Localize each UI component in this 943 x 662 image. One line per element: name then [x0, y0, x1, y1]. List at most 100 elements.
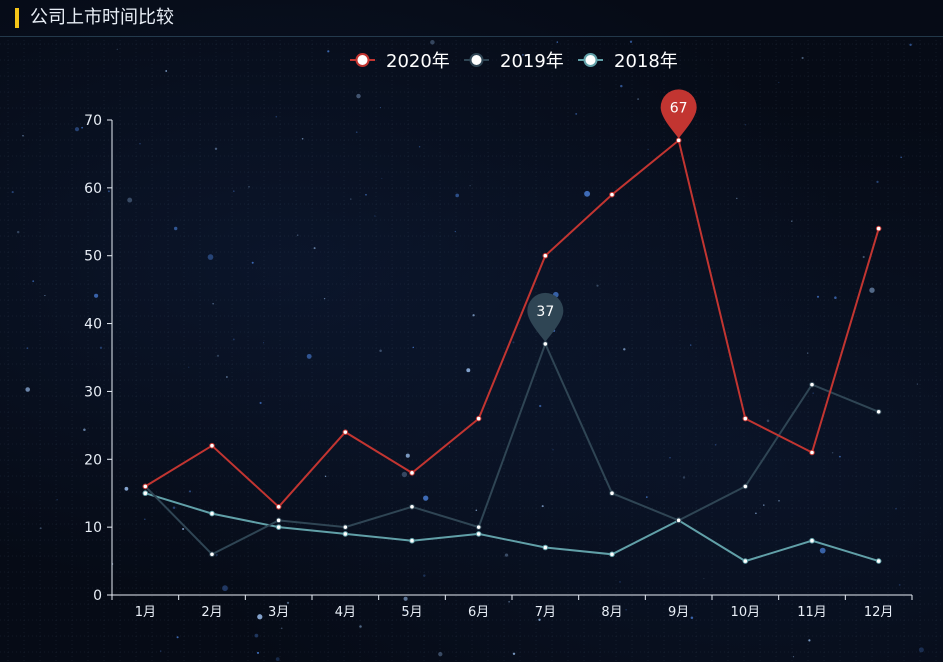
star [215, 553, 218, 557]
data-point[interactable] [409, 470, 415, 476]
data-point[interactable] [142, 490, 149, 497]
star [222, 585, 228, 592]
data-point[interactable] [475, 415, 482, 422]
star [355, 131, 358, 134]
y-tick-label: 60 [84, 181, 102, 197]
data-point[interactable] [875, 225, 882, 232]
star [744, 123, 747, 126]
star [475, 509, 478, 512]
star [251, 261, 254, 264]
data-point[interactable] [342, 531, 349, 537]
legend-symbol[interactable] [469, 53, 484, 67]
star [538, 618, 541, 621]
star [16, 230, 20, 234]
data-point[interactable] [609, 490, 615, 497]
max-marker-pin[interactable] [660, 89, 697, 139]
data-point[interactable] [742, 483, 749, 490]
data-point[interactable] [875, 408, 882, 415]
data-point[interactable] [275, 524, 282, 530]
star [838, 455, 841, 458]
max-marker-pin[interactable] [527, 292, 564, 342]
legend-item-label[interactable]: 2019年 [500, 51, 564, 72]
x-tick-label: 12月 [864, 605, 894, 620]
star [862, 255, 865, 259]
x-tick-label: 4月 [335, 605, 356, 620]
star [812, 392, 814, 394]
data-point[interactable] [542, 544, 549, 551]
star [541, 505, 544, 508]
data-point[interactable] [742, 415, 749, 422]
data-point[interactable] [809, 381, 815, 388]
star [144, 518, 146, 520]
legend-symbol[interactable] [583, 53, 598, 67]
star [56, 499, 58, 501]
star [81, 126, 83, 129]
star [275, 657, 280, 661]
x-tick-label: 8月 [601, 605, 622, 620]
data-point[interactable] [609, 191, 615, 198]
star [690, 616, 694, 619]
data-point[interactable] [409, 503, 415, 510]
data-point[interactable] [342, 429, 349, 435]
data-point[interactable] [209, 442, 215, 449]
star [99, 346, 103, 349]
data-point[interactable] [275, 503, 282, 510]
y-tick-label: 40 [84, 317, 102, 333]
star [645, 496, 648, 498]
star [356, 93, 361, 99]
star [625, 609, 627, 611]
star [74, 127, 80, 132]
data-point[interactable] [475, 531, 482, 537]
x-tick-label: 11月 [797, 605, 827, 620]
panel-header: 公司上市时间比较 [0, 0, 943, 37]
data-point[interactable] [409, 537, 415, 544]
data-point[interactable] [475, 524, 482, 530]
legend-item-label[interactable]: 2018年 [614, 51, 678, 72]
star [207, 254, 214, 260]
data-point[interactable] [209, 510, 215, 517]
star [327, 50, 330, 53]
data-point[interactable] [675, 517, 682, 524]
star [909, 43, 912, 47]
star [778, 499, 780, 502]
data-point[interactable] [809, 449, 815, 456]
star [918, 647, 924, 653]
star [619, 581, 621, 583]
data-point[interactable] [609, 551, 615, 558]
star [637, 98, 640, 101]
star [412, 346, 415, 349]
star [275, 115, 278, 118]
data-point[interactable] [675, 137, 682, 144]
star [900, 156, 903, 159]
header-accent-bar [15, 8, 19, 28]
star [895, 508, 897, 510]
star [512, 652, 516, 656]
star [248, 185, 250, 188]
star [401, 471, 408, 478]
data-point[interactable] [875, 558, 882, 564]
data-point[interactable] [209, 551, 215, 558]
star [584, 190, 591, 197]
data-point[interactable] [542, 252, 549, 259]
star [280, 627, 283, 630]
data-point[interactable] [542, 341, 549, 347]
star [455, 193, 460, 198]
data-point[interactable] [809, 537, 815, 544]
star [257, 614, 263, 620]
y-tick-label: 10 [84, 520, 102, 536]
star [216, 354, 220, 357]
legend-item-label[interactable]: 2020年 [386, 51, 450, 72]
star [306, 353, 312, 359]
data-point[interactable] [142, 483, 149, 490]
data-point[interactable] [275, 517, 282, 524]
x-tick-label: 3月 [268, 605, 289, 620]
data-point[interactable] [742, 558, 749, 564]
star [575, 112, 578, 115]
star [430, 40, 435, 45]
star [116, 48, 118, 51]
data-point[interactable] [342, 524, 349, 530]
star [297, 234, 299, 236]
star [512, 341, 515, 344]
legend-symbol[interactable] [355, 53, 370, 67]
